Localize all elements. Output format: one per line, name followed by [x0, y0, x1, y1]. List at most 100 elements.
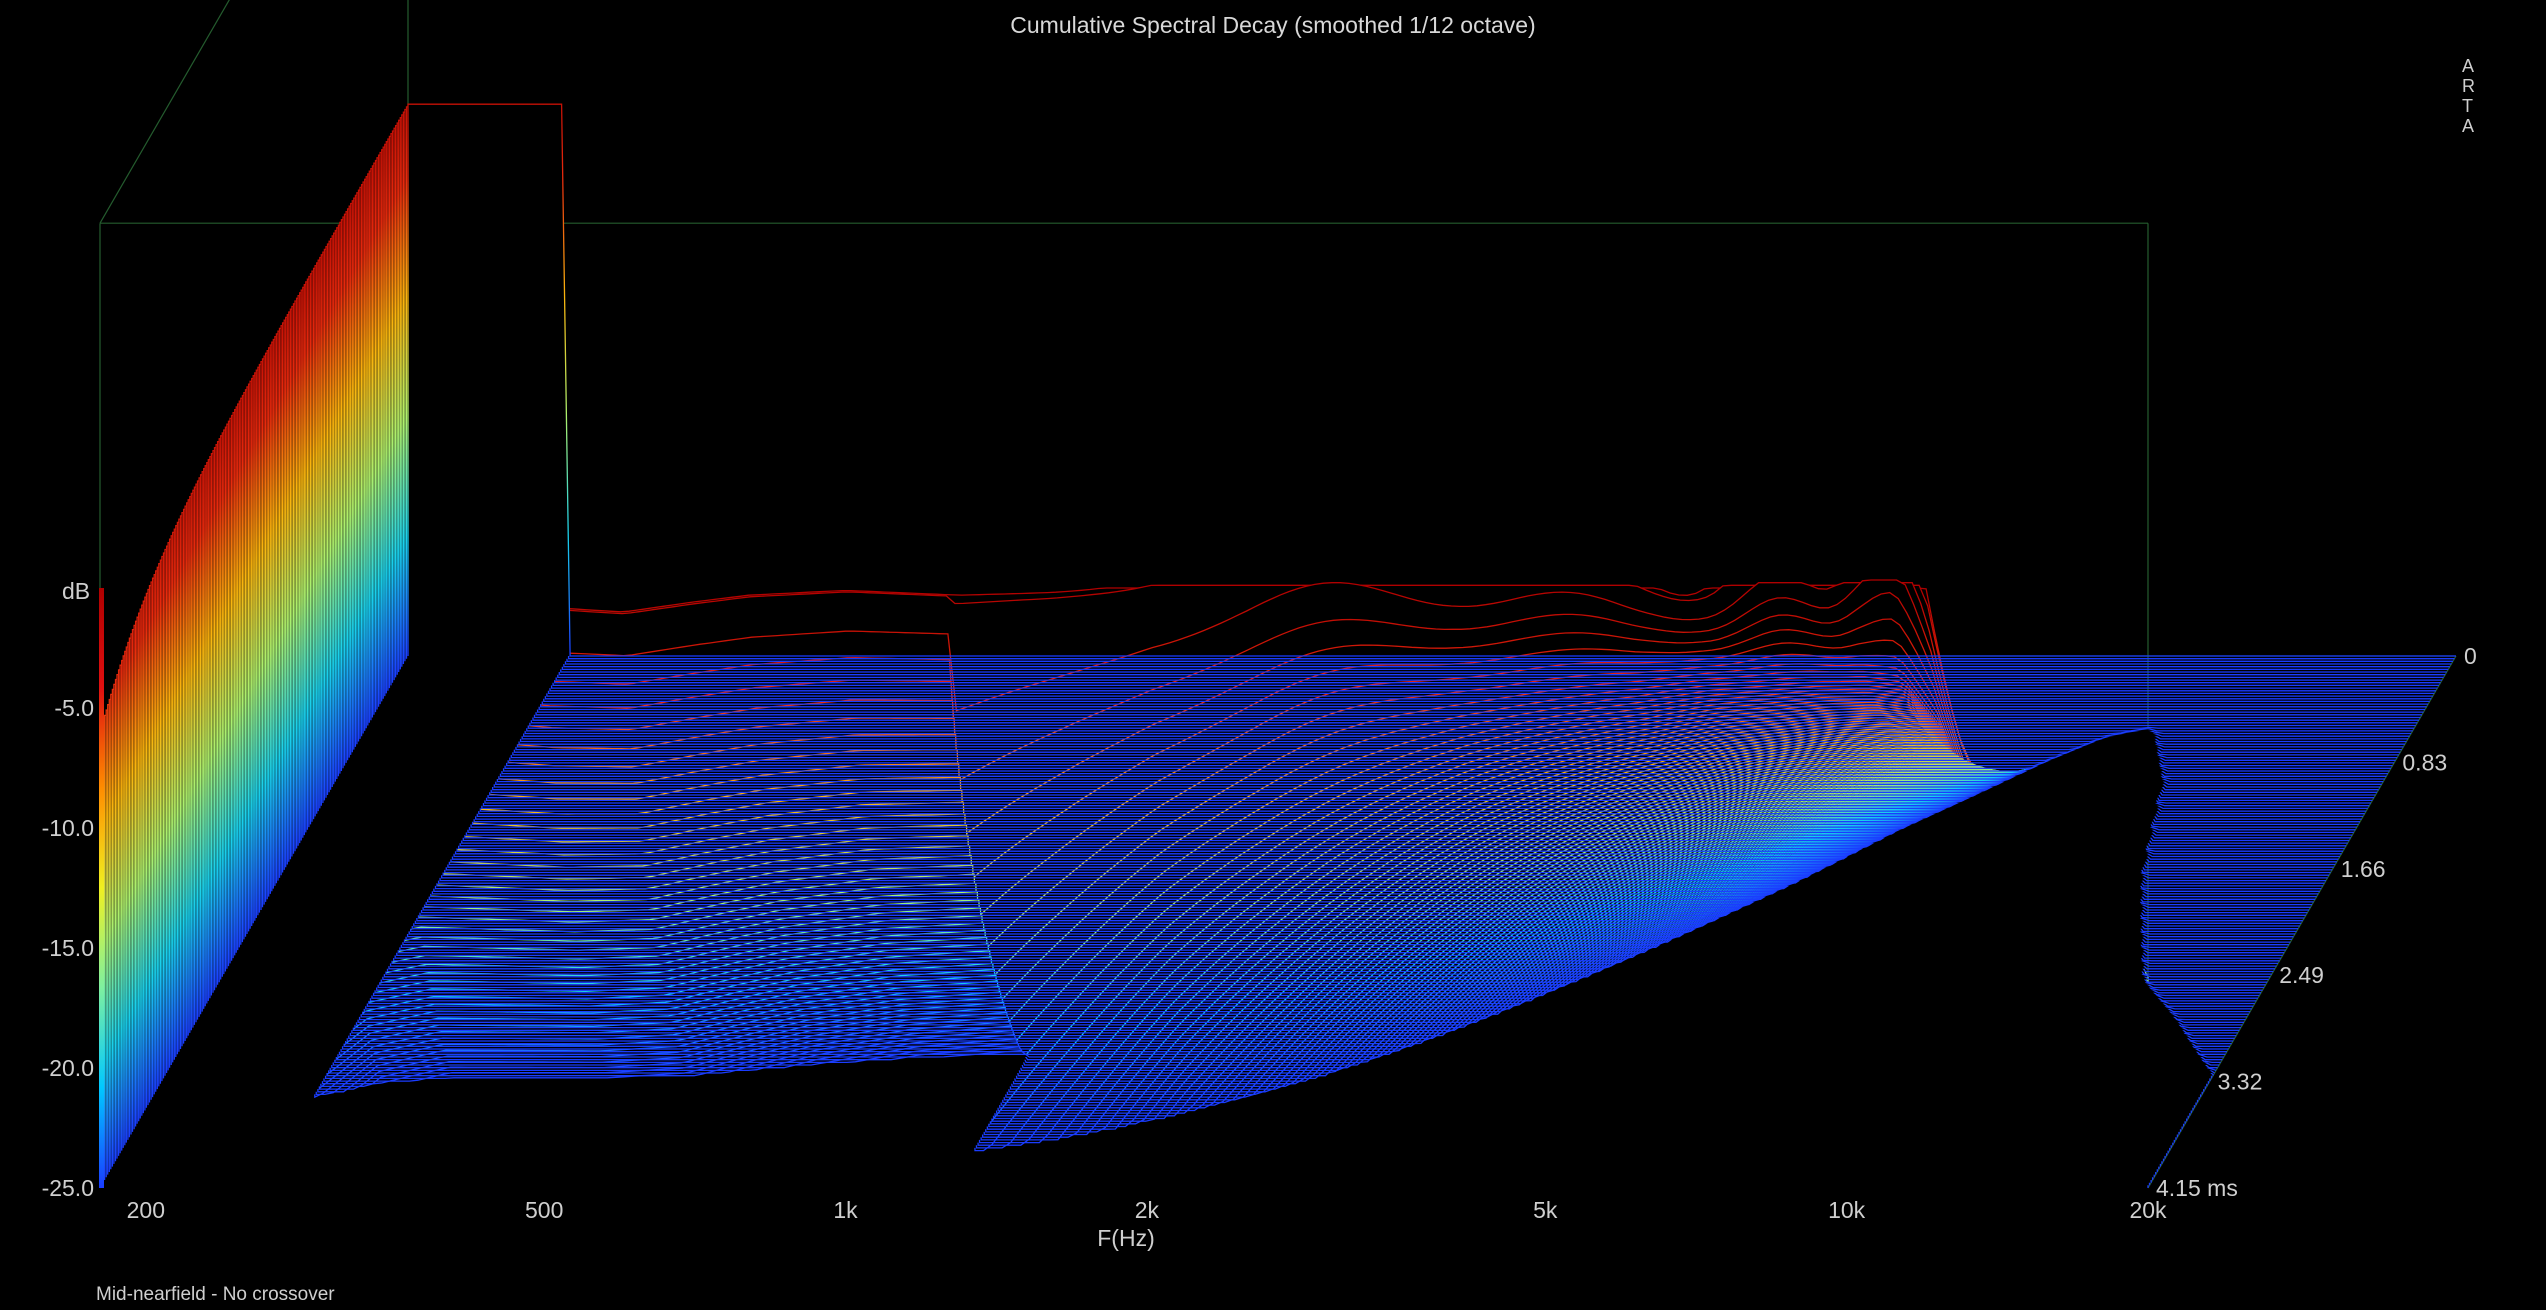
decay-slice-line [360, 184, 2410, 737]
decay-slice-line [207, 458, 2257, 1002]
db-tick-labels: -5.0 -10.0 -15.0 -20.0 -25.0 [42, 695, 94, 1201]
time-tick-label: 1.66 [2341, 856, 2386, 882]
decay-slice-line [402, 111, 2452, 665]
slice-mask [408, 104, 2456, 656]
db-tick-label: -20.0 [42, 1055, 94, 1081]
decay-slice-line [388, 135, 2438, 689]
decay-slice-line [216, 441, 2266, 986]
decay-slice-line [189, 495, 2238, 1034]
decay-slice-line [384, 143, 2433, 697]
decay-slice-line [201, 471, 2251, 1013]
brand-letter: A [2462, 116, 2474, 136]
decay-slice-line [367, 173, 2416, 727]
decay-slice-line [398, 119, 2447, 673]
decay-slice-line [193, 486, 2243, 1026]
decay-slice-line [377, 154, 2427, 708]
decay-slice-line [399, 116, 2449, 671]
brand-letter: A [2462, 56, 2474, 76]
decay-slice-line [234, 409, 2283, 957]
colorbar-gradient [99, 588, 104, 1188]
decay-slice-line [155, 570, 2205, 1093]
decay-slice-line [176, 521, 2226, 1055]
decay-slice-line [221, 432, 2271, 978]
decay-slice-line [385, 141, 2435, 695]
slice-mask [401, 114, 2450, 667]
db-tick-label: -15.0 [42, 935, 94, 961]
time-tick-label: 4.15 ms [2156, 1175, 2238, 1201]
decay-slice-line [374, 159, 2424, 713]
decay-slice-line [357, 189, 2407, 743]
decay-slice-line [405, 106, 2455, 660]
decay-slice-line [404, 108, 2453, 662]
brand-letter: R [2462, 76, 2475, 96]
decay-slice-line [394, 124, 2444, 679]
x-axis-label: F(Hz) [1097, 1225, 1154, 1251]
db-colorbar [99, 588, 104, 1188]
footnote: Mid-nearfield - No crossover [96, 1284, 335, 1305]
decay-slice-line [210, 452, 2260, 997]
slice-mask [403, 112, 2452, 664]
decay-slice-line [346, 208, 2396, 761]
decay-slice-line [203, 468, 2252, 1010]
decay-slice-line [354, 194, 2404, 748]
decay-slice-line [387, 138, 2436, 692]
brand-label: A R T A [2462, 56, 2475, 136]
chart-title: Cumulative Spectral Decay (smoothed 1/12… [1010, 12, 1535, 38]
time-tick-labels: 0 0.83 1.66 2.49 3.32 4.15 ms [2156, 643, 2477, 1201]
frequency-tick-label: 5k [1533, 1197, 1558, 1223]
decay-slice-line [407, 103, 2456, 657]
frequency-tick-label: 200 [127, 1197, 165, 1223]
decay-slice-line [164, 548, 2214, 1077]
decay-slice-line [209, 455, 2258, 999]
decay-slice-line [364, 178, 2413, 732]
frequency-tick-label: 20k [2129, 1197, 2167, 1223]
slice-mask [404, 109, 2453, 662]
decay-slice-line [391, 130, 2441, 684]
time-tick-label: 0 [2464, 643, 2477, 669]
decay-slice-line [348, 205, 2398, 759]
decay-slice-line [371, 165, 2421, 719]
decay-slice-line [393, 127, 2443, 681]
frequency-tick-labels: 200 500 1k 2k 5k 10k 20k [127, 1197, 2167, 1223]
slice-mask [406, 106, 2455, 659]
decay-slice-line [368, 170, 2418, 724]
decay-slice-line [150, 581, 2200, 1101]
decay-slice-line [199, 474, 2249, 1015]
decay-slice-line [390, 133, 2439, 687]
decay-slice-line [165, 545, 2215, 1074]
decay-slice-line [220, 435, 2269, 981]
decay-slice-line [179, 515, 2229, 1050]
decay-slice-line [195, 483, 2244, 1023]
decay-slice-line [218, 438, 2268, 983]
z-axis-label: dB [62, 578, 90, 604]
time-tick-label: 0.83 [2402, 749, 2447, 775]
decay-slice-line [136, 616, 2186, 1125]
decay-slice-line [359, 186, 2408, 740]
decay-slice-line [144, 596, 2194, 1112]
decay-slice-line [401, 114, 2450, 668]
db-tick-label: -5.0 [54, 695, 94, 721]
frequency-tick-label: 500 [525, 1197, 563, 1223]
decay-slice-line [351, 200, 2401, 753]
decay-slice-line [168, 538, 2218, 1069]
frequency-tick-label: 1k [833, 1197, 858, 1223]
db-tick-label: -10.0 [42, 815, 94, 841]
decay-slice-line [362, 181, 2412, 735]
time-tick-label: 2.49 [2279, 962, 2324, 988]
decay-slice-line [184, 505, 2234, 1042]
brand-letter: T [2462, 96, 2473, 116]
decay-slice-line [350, 202, 2399, 756]
decay-slice-line [175, 525, 2224, 1058]
frequency-tick-label: 10k [1828, 1197, 1866, 1223]
decay-slice-line [381, 149, 2430, 703]
db-tick-label: -25.0 [42, 1175, 94, 1201]
decay-slice-line [356, 192, 2405, 745]
decay-slice-line [370, 167, 2419, 721]
decay-slice-line [379, 151, 2429, 705]
decay-slice-line [376, 157, 2425, 711]
decay-slice-line [373, 162, 2422, 716]
decay-slice-line [396, 122, 2446, 676]
time-tick-label: 3.32 [2218, 1069, 2263, 1095]
decay-slices [99, 103, 2456, 1188]
